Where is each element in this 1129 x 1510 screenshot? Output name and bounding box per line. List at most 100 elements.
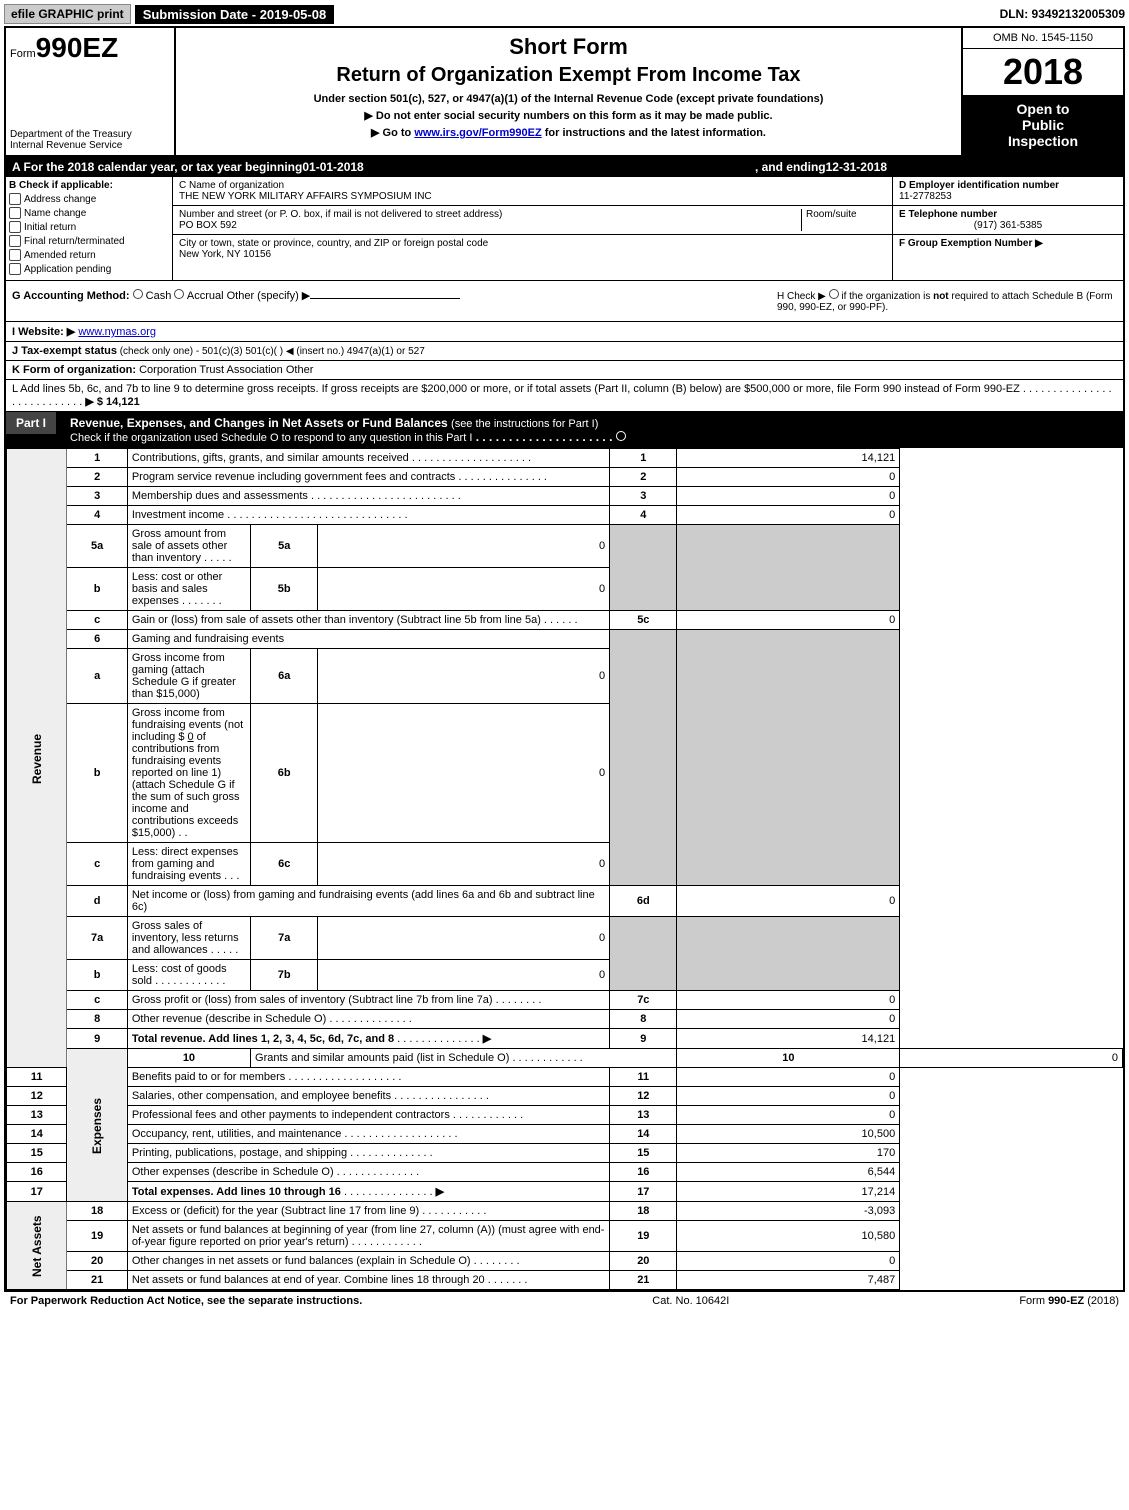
omb-number: OMB No. 1545-1150	[963, 28, 1123, 49]
checkbox-icon[interactable]	[616, 431, 626, 441]
section-b-title: B Check if applicable:	[9, 180, 169, 191]
cb-application-pending[interactable]: Application pending	[9, 263, 169, 275]
city-value: New York, NY 10156	[179, 249, 886, 260]
radio-icon[interactable]	[829, 289, 839, 299]
efile-print-button[interactable]: efile GRAPHIC print	[4, 4, 131, 24]
desc-text: Other revenue (describe in Schedule O)	[132, 1013, 326, 1025]
desc-text: Program service revenue including govern…	[132, 471, 455, 483]
section-a-pre: A For the 2018 calendar year, or tax yea…	[12, 160, 302, 174]
cb-label: Initial return	[24, 222, 76, 233]
goto-text: ▶ Go to www.irs.gov/Form990EZ for instru…	[371, 126, 766, 139]
desc-text: Gross amount from sale of assets other t…	[132, 528, 227, 564]
form-990ez: 990EZ	[36, 32, 119, 64]
phone-value: (917) 361-5385	[899, 220, 1117, 231]
box-val: 0	[677, 1010, 900, 1029]
line-11: 11 Benefits paid to or for members . . .…	[7, 1068, 1123, 1087]
sub-no: 7b	[251, 960, 318, 991]
line-12: 12 Salaries, other compensation, and emp…	[7, 1087, 1123, 1106]
form-word: Form	[10, 48, 36, 60]
line-19: 19 Net assets or fund balances at beginn…	[7, 1221, 1123, 1252]
line-desc: Net assets or fund balances at end of ye…	[127, 1271, 609, 1290]
sub-val: 0	[318, 917, 610, 960]
part-1-title-text: Revenue, Expenses, and Changes in Net As…	[70, 416, 448, 430]
line-no: 17	[7, 1182, 67, 1202]
box-val: 0	[677, 1087, 900, 1106]
accounting-accrual: Accrual	[187, 290, 224, 302]
line-desc: Excess or (deficit) for the year (Subtra…	[127, 1202, 609, 1221]
cb-label: Address change	[24, 194, 96, 205]
desc-text: Professional fees and other payments to …	[132, 1109, 450, 1121]
box-no: 7c	[610, 991, 677, 1010]
cb-final-return[interactable]: Final return/terminated	[9, 235, 169, 247]
form-container: Form 990EZ Department of the Treasury In…	[4, 26, 1125, 1292]
box-val: 10,500	[677, 1125, 900, 1144]
box-no: 10	[677, 1049, 900, 1068]
cb-address-change[interactable]: Address change	[9, 193, 169, 205]
section-e: E Telephone number (917) 361-5385	[893, 206, 1123, 235]
row-g-h: G Accounting Method: Cash Accrual Other …	[6, 281, 1123, 322]
line-desc: Gross profit or (loss) from sales of inv…	[127, 991, 609, 1010]
cb-initial-return[interactable]: Initial return	[9, 221, 169, 233]
line-no: 18	[67, 1202, 127, 1221]
desc-text: Less: direct expenses from gaming and fu…	[132, 846, 238, 882]
tax-year-end: 12-31-2018	[826, 160, 887, 174]
section-a-spacer	[364, 160, 755, 174]
sub-no: 6c	[251, 843, 318, 886]
box-no: 15	[610, 1144, 677, 1163]
section-k: K Form of organization: Corporation Trus…	[6, 361, 1123, 380]
line-desc: Benefits paid to or for members . . . . …	[127, 1068, 609, 1087]
box-no: 13	[610, 1106, 677, 1125]
open-line2: Public	[965, 117, 1121, 133]
line-2: 2 Program service revenue including gove…	[7, 468, 1123, 487]
info-section: B Check if applicable: Address change Na…	[6, 177, 1123, 281]
line-desc: Total expenses. Add lines 10 through 16 …	[127, 1182, 609, 1202]
website-link[interactable]: www.nymas.org	[78, 326, 156, 338]
desc-text: Gain or (loss) from sale of assets other…	[132, 614, 541, 626]
line-4: 4 Investment income . . . . . . . . . . …	[7, 506, 1123, 525]
radio-icon[interactable]	[174, 289, 184, 299]
line-no: 11	[7, 1068, 67, 1087]
line-desc: Other revenue (describe in Schedule O) .…	[127, 1010, 609, 1029]
line-5b: b Less: cost or other basis and sales ex…	[7, 568, 1123, 611]
irs-link[interactable]: www.irs.gov/Form990EZ	[414, 127, 541, 139]
desc-text: Net assets or fund balances at beginning…	[132, 1224, 605, 1248]
tax-exempt-label: J Tax-exempt status	[12, 345, 117, 357]
top-bar-left: efile GRAPHIC print Submission Date - 20…	[4, 4, 334, 24]
cb-label: Name change	[24, 208, 86, 219]
line-desc: Gross sales of inventory, less returns a…	[127, 917, 250, 960]
footer-mid: Cat. No. 10642I	[652, 1295, 729, 1307]
sub-no: 5a	[251, 525, 318, 568]
box-no: 2	[610, 468, 677, 487]
cb-amended-return[interactable]: Amended return	[9, 249, 169, 261]
radio-icon[interactable]	[133, 289, 143, 299]
line-9: 9 Total revenue. Add lines 1, 2, 3, 4, 5…	[7, 1029, 1123, 1049]
sub-val: 0	[318, 960, 610, 991]
desc-text: Less: cost of goods sold	[132, 963, 227, 987]
org-name-row: C Name of organization THE NEW YORK MILI…	[173, 177, 892, 206]
line-no: b	[67, 568, 127, 611]
accounting-other: Other (specify) ▶	[227, 290, 311, 302]
box-no: 6d	[610, 886, 677, 917]
line-no: 4	[67, 506, 127, 525]
box-no: 3	[610, 487, 677, 506]
footer-right: Form 990-EZ (2018)	[1019, 1295, 1119, 1307]
cb-name-change[interactable]: Name change	[9, 207, 169, 219]
box-no: 12	[610, 1087, 677, 1106]
box-val: -3,093	[677, 1202, 900, 1221]
top-bar: efile GRAPHIC print Submission Date - 20…	[4, 4, 1125, 24]
accounting-label: G Accounting Method:	[12, 290, 130, 302]
org-name-block: C Name of organization THE NEW YORK MILI…	[179, 180, 886, 202]
line-6a: a Gross income from gaming (attach Sched…	[7, 649, 1123, 704]
line-16: 16 Other expenses (describe in Schedule …	[7, 1163, 1123, 1182]
ssn-warning: ▶ Do not enter social security numbers o…	[364, 109, 772, 122]
line-no: 8	[67, 1010, 127, 1029]
dln-label: DLN: 93492132005309	[1000, 7, 1125, 21]
desc-text: Other expenses (describe in Schedule O)	[132, 1166, 334, 1178]
arrow-icon: ▶	[483, 1033, 491, 1045]
line-desc: Occupancy, rent, utilities, and maintena…	[127, 1125, 609, 1144]
part-1-subtitle: (see the instructions for Part I)	[451, 418, 598, 430]
desc-text: Net assets or fund balances at end of ye…	[132, 1274, 485, 1286]
line-no: 9	[67, 1029, 127, 1049]
desc-text: Excess or (deficit) for the year (Subtra…	[132, 1205, 419, 1217]
street-value: PO BOX 592	[179, 220, 801, 231]
